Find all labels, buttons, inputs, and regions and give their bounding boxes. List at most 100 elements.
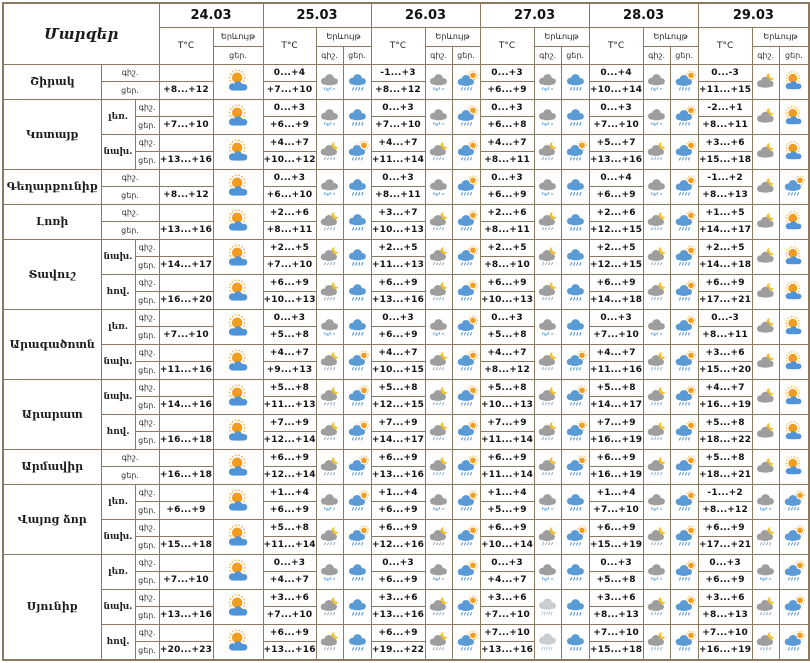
weather-cell-night bbox=[533, 63, 562, 100]
temp-night: +1...+4 bbox=[370, 483, 426, 502]
rain-icon bbox=[564, 560, 587, 583]
rain-snow-icon bbox=[318, 70, 341, 93]
night-row-label: գիշ. bbox=[134, 553, 160, 572]
temp-night: 0...+3 bbox=[370, 553, 426, 572]
weather-cell-day bbox=[669, 273, 699, 310]
temp-day: +16...+18 bbox=[158, 431, 214, 450]
temp-column-header: T°C bbox=[479, 26, 535, 65]
sun-rain-icon bbox=[455, 245, 478, 268]
weather-cell-night bbox=[751, 413, 780, 450]
rain-snow-icon bbox=[318, 315, 341, 338]
weather-cell-night bbox=[642, 168, 671, 205]
sun-cloud-icon bbox=[782, 455, 805, 478]
zone-label: լեռ. bbox=[100, 98, 136, 135]
rain-icon bbox=[564, 210, 587, 233]
day-row-label: ցեր. bbox=[134, 536, 160, 555]
sun-cloud-icon bbox=[782, 280, 805, 303]
weather-cell-day bbox=[778, 343, 810, 380]
temp-day: +13...+16 bbox=[479, 640, 535, 661]
temp-night: +1...+4 bbox=[479, 483, 535, 502]
temp-day: +15...+18 bbox=[158, 536, 214, 555]
moon-rain-icon bbox=[318, 455, 341, 478]
forecast-row-day: ցեր. +7...+10 +6...+9 +7...+10 +6...+8 +7...+… bbox=[3, 116, 809, 135]
moon-rain-icon bbox=[754, 630, 777, 653]
forecast-row-night: Գեղարքունիք գիշ. 0...+3 0...+3 0...+3 0...+4 -… bbox=[2, 168, 810, 205]
temp-night: +6...+9 bbox=[479, 273, 535, 292]
weather-cell-night bbox=[642, 448, 671, 485]
weather-cell-night bbox=[315, 133, 344, 170]
weather-cell-day bbox=[451, 588, 481, 625]
rain-snow-icon bbox=[427, 70, 450, 93]
temp-day: +11...+14 bbox=[370, 151, 426, 170]
moon-rain-icon bbox=[645, 385, 668, 408]
weather-cell-day bbox=[778, 203, 810, 240]
moon-cloud-icon bbox=[754, 210, 777, 233]
temp-day: +12...+14 bbox=[262, 431, 317, 450]
temp-night: 0...+3 bbox=[262, 168, 317, 187]
forecast-row-night: Սյունիք լեռ. գիշ. 0...+3 0...+3 0...+3 0...+3 0… bbox=[2, 553, 810, 661]
temp-day: +8...+12 bbox=[479, 361, 535, 380]
weather-column-header: Երևույթ bbox=[642, 26, 699, 47]
weather-cell-day bbox=[212, 553, 264, 590]
weather-cell-night bbox=[751, 133, 780, 170]
night-subheader: գիշ. bbox=[533, 45, 562, 65]
weather-cell-day bbox=[342, 413, 372, 450]
temp-night bbox=[158, 343, 214, 362]
zone-label: լեռ. bbox=[100, 483, 136, 520]
temp-day: +8...+11 bbox=[697, 326, 753, 345]
temp-day: +7...+10 bbox=[158, 116, 214, 135]
weather-cell-night bbox=[424, 448, 453, 485]
forecast-row-day: ցեր. +13...+16 +7...+10 +13...+16 +7...+10 +8… bbox=[3, 606, 809, 625]
weather-cell-night bbox=[424, 168, 453, 205]
temp-night: +6...+9 bbox=[588, 273, 644, 292]
region-name: Գեղարքունիք bbox=[2, 168, 102, 205]
rain-icon bbox=[564, 490, 587, 513]
weather-cell-night bbox=[315, 378, 344, 415]
rain-snow-icon bbox=[645, 175, 668, 198]
weather-cell-day bbox=[212, 518, 264, 555]
temp-night: +2...+6 bbox=[262, 203, 317, 222]
weather-cell-day bbox=[778, 413, 810, 450]
temp-night: +1...+4 bbox=[262, 483, 317, 502]
temp-night bbox=[158, 553, 214, 572]
weather-cell-night bbox=[424, 63, 453, 100]
weather-cell-night bbox=[642, 378, 671, 415]
temp-day: +8...+11 bbox=[370, 186, 426, 205]
sun-cloud-icon bbox=[224, 103, 252, 130]
moon-cloud-icon bbox=[754, 420, 777, 443]
sun-rain-icon bbox=[564, 350, 587, 373]
temp-night: +2...+5 bbox=[588, 238, 644, 257]
weather-cell-day bbox=[669, 308, 699, 345]
rain-icon bbox=[346, 315, 369, 338]
day-row-label: ցեր. bbox=[134, 640, 160, 661]
temp-day: +15...+19 bbox=[588, 536, 644, 555]
temp-night: +3...+6 bbox=[479, 588, 535, 607]
day-subheader: ցեր. bbox=[212, 45, 264, 65]
weather-cell-day bbox=[560, 448, 590, 485]
moon-cloud-icon bbox=[754, 105, 777, 128]
temp-night: 0...+3 bbox=[588, 553, 644, 572]
weather-cell-day bbox=[560, 413, 590, 450]
weather-column-header: Երևույթ bbox=[533, 26, 590, 47]
sun-rain-icon bbox=[455, 630, 478, 653]
weather-cell-day bbox=[212, 63, 264, 100]
temp-night: 0...+3 bbox=[262, 308, 317, 327]
sun-rain-icon bbox=[455, 175, 478, 198]
weather-cell-day bbox=[778, 378, 810, 415]
weather-cell-day bbox=[669, 378, 699, 415]
temp-day: +11...+16 bbox=[158, 361, 214, 380]
forecast-row-night: Շիրակ գիշ. 0...+4 -1...+3 0...+3 0...+4 0...-3 bbox=[2, 63, 810, 100]
temp-day: +5...+8 bbox=[262, 326, 317, 345]
temp-day: +7...+10 bbox=[158, 571, 214, 590]
sun-rain-icon bbox=[455, 420, 478, 443]
temp-night: 0...+3 bbox=[588, 308, 644, 327]
temp-day: +20...+23 bbox=[158, 640, 214, 661]
day-row-label: ցեր. bbox=[100, 81, 160, 100]
sun-rain-icon bbox=[782, 630, 805, 653]
temp-night: +2...+5 bbox=[697, 238, 753, 257]
weather-cell-day bbox=[342, 203, 372, 240]
temp-day: +5...+8 bbox=[588, 571, 644, 590]
night-row-label: գիշ. bbox=[134, 588, 160, 607]
weather-cell-day bbox=[560, 343, 590, 380]
sun-rain-icon bbox=[455, 455, 478, 478]
